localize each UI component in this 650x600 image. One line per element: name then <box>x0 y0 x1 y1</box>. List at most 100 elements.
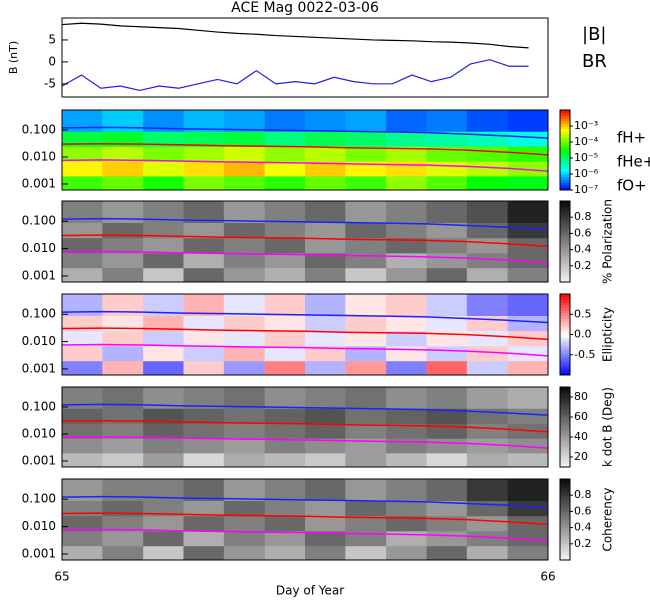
heat-cell <box>183 515 225 532</box>
heat-cell <box>466 479 509 501</box>
y-tick-label: 0.001 <box>22 454 56 468</box>
colorbar-cell <box>560 112 570 116</box>
colorbar-cell <box>560 400 570 404</box>
colorbar-cell <box>560 246 570 251</box>
heat-cell <box>466 360 509 375</box>
heat-cell <box>183 345 225 362</box>
axes-frame <box>61 17 549 98</box>
y-tick-label: 0.001 <box>22 546 56 560</box>
gyro-line <box>62 495 548 509</box>
colorbar-cell <box>560 236 570 240</box>
heat-cell <box>143 201 184 223</box>
heat-cell <box>183 294 225 316</box>
heat-cell <box>466 530 509 547</box>
heat-cell <box>386 237 427 254</box>
heat-cell <box>386 387 427 409</box>
heat-cell <box>386 479 427 501</box>
x-tick-label: 66 <box>540 570 555 584</box>
colorbar-cell <box>560 249 570 253</box>
heat-cell <box>183 408 225 424</box>
colorbar-cell <box>560 557 570 561</box>
heat-cell <box>507 201 548 223</box>
colorbar-cell <box>560 437 570 441</box>
heat-cell <box>426 315 468 332</box>
heat-cell <box>386 222 427 239</box>
colorbar-cell <box>560 168 570 172</box>
colorbar-tick-label: 0.8 <box>574 488 592 501</box>
plot-area <box>62 479 548 560</box>
heat-cell <box>507 315 548 332</box>
heat-cell <box>426 222 468 239</box>
heat-cell <box>466 252 509 269</box>
colorbar-cell <box>560 397 570 401</box>
heat-cell <box>183 110 225 132</box>
heat-cell <box>466 345 509 362</box>
colorbar-cell <box>560 416 570 420</box>
colorbar-cell <box>560 337 570 341</box>
heat-cell <box>386 408 427 424</box>
heat-cell <box>507 252 548 269</box>
heat-cell <box>386 452 427 467</box>
y-tick-label: 0.100 <box>22 492 56 506</box>
heat-cell <box>466 423 509 439</box>
colorbar-cell <box>560 395 570 399</box>
data-line <box>62 59 529 92</box>
y-tick-label: 0.100 <box>22 122 56 136</box>
colorbar-cell <box>560 451 570 455</box>
heat-cell <box>143 294 184 316</box>
heat-cell <box>102 110 144 132</box>
heat-cell <box>102 345 144 362</box>
heat-cell <box>264 161 306 177</box>
colorbar-tick-label: 0.2 <box>574 259 592 272</box>
heat-cell <box>466 267 509 282</box>
legend-label: fO+ <box>617 177 647 195</box>
colorbar-cell <box>560 160 570 164</box>
colorbar-tick-label: 0.6 <box>574 226 592 239</box>
colorbar-cell <box>560 516 570 520</box>
heat-cell <box>143 267 184 282</box>
y-tick-label: -5 <box>44 76 56 90</box>
heat-cell <box>305 500 346 517</box>
heat-cell <box>143 131 184 147</box>
heat-cell <box>143 452 184 467</box>
heat-cell <box>264 345 306 362</box>
heat-cell <box>345 110 387 132</box>
heat-cell <box>183 545 225 560</box>
heat-cell <box>62 330 103 347</box>
colorbar-cell <box>560 461 570 465</box>
colorbar-cell <box>560 318 570 322</box>
heat-cell <box>223 110 266 132</box>
heat-cell <box>223 452 266 467</box>
colorbar-cell <box>560 158 570 162</box>
heat-cell <box>264 423 306 439</box>
colorbar-cell <box>560 464 570 468</box>
heat-cell <box>305 131 346 147</box>
heat-cell <box>305 387 346 409</box>
colorbar-cell <box>560 206 570 210</box>
heat-cell <box>507 345 548 362</box>
heat-cell <box>507 438 548 454</box>
colorbar-cell <box>560 273 570 278</box>
gyro-line <box>62 512 548 526</box>
heat-cell <box>62 175 103 190</box>
y-tick-label: 0.100 <box>22 399 56 413</box>
colorbar-cell <box>560 139 570 143</box>
y-tick-label: 0.010 <box>22 150 56 164</box>
heat-cell <box>102 452 144 467</box>
heat-cell <box>386 330 427 347</box>
heat-cell <box>426 530 468 547</box>
colorbar-cell <box>560 543 570 547</box>
colorbar-cell <box>560 405 570 409</box>
heat-cell <box>223 330 266 347</box>
heat-cell <box>345 201 387 223</box>
heat-cell <box>305 438 346 454</box>
heat-cell <box>183 175 225 190</box>
colorbar-cell <box>560 219 570 224</box>
colorbar-cell <box>560 230 570 234</box>
colorbar-cell <box>560 187 570 191</box>
colorbar-tick-label: 10⁻⁵ <box>574 151 598 164</box>
heat-cell <box>223 545 266 560</box>
heat-cell <box>386 252 427 269</box>
colorbar-cell <box>560 519 570 523</box>
